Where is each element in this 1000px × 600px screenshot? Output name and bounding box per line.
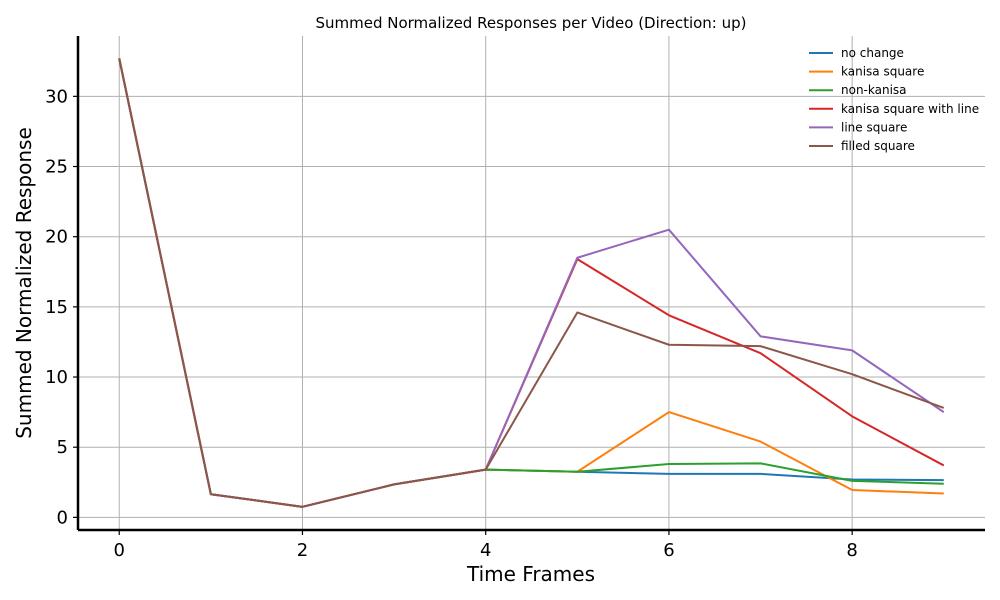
y-tick-label: 5: [57, 437, 68, 458]
series-group: [118, 58, 945, 508]
x-axis-title: Time Frames: [466, 562, 595, 586]
legend-label: kanisa square with line: [841, 102, 979, 116]
legend-label: filled square: [841, 139, 915, 153]
y-tick-label: 0: [57, 507, 68, 528]
legend-label: line square: [841, 120, 907, 134]
series-line: [118, 58, 945, 508]
grid: [78, 36, 985, 530]
y-axis-title: Summed Normalized Response: [12, 127, 36, 439]
x-tick-label: 6: [663, 540, 674, 561]
series-line: [118, 58, 944, 508]
y-tick-label: 10: [45, 367, 68, 388]
x-tick-label: 4: [480, 540, 491, 561]
series-line: [118, 58, 944, 508]
legend-label: no change: [841, 46, 904, 60]
series-line: [118, 58, 944, 508]
x-tick-label: 8: [846, 540, 857, 561]
y-tick-label: 20: [45, 227, 68, 248]
legend: no change kanisa square non-kanisa kanisa s…: [809, 46, 979, 153]
ticks: 0 2 4 6 8 0 5 10 15 20 25 30: [45, 86, 858, 561]
y-tick-label: 15: [45, 297, 68, 318]
legend-label: non-kanisa: [841, 83, 907, 97]
x-tick-label: 0: [114, 540, 125, 561]
y-tick-label: 30: [45, 86, 68, 107]
x-tick-label: 2: [297, 540, 308, 561]
series-line: [118, 58, 945, 508]
legend-label: kanisa square: [841, 65, 924, 79]
series-line: [118, 58, 945, 508]
chart-title: Summed Normalized Responses per Video (D…: [315, 14, 746, 32]
y-tick-label: 25: [45, 157, 68, 178]
